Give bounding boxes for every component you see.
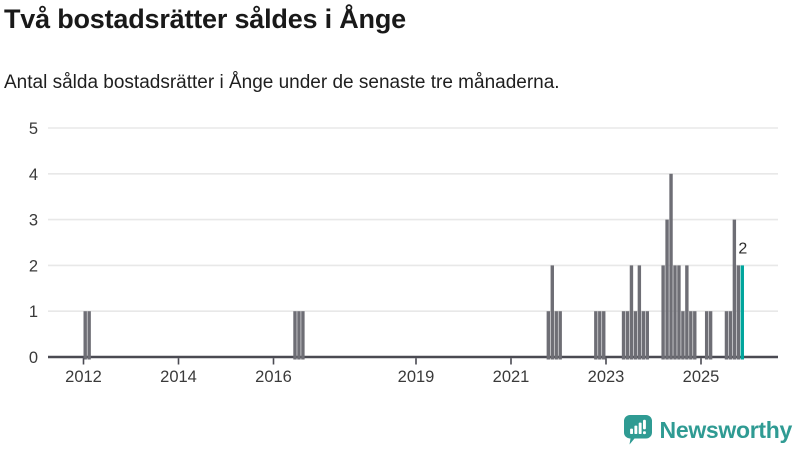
x-axis-tick-label: 2025 <box>683 368 720 386</box>
x-axis-tick-label: 2023 <box>588 368 625 386</box>
bar-chart: 0 1 2 3 4 5 2012 2014 2016 2019 2021 2023 2025 2 <box>29 120 778 386</box>
bar <box>669 173 673 360</box>
bar <box>689 311 693 360</box>
y-axis-tick-label: 0 <box>29 349 38 367</box>
bar <box>665 219 669 360</box>
bar <box>594 311 598 360</box>
bar <box>673 265 677 360</box>
y-axis-tick-label: 3 <box>29 212 38 230</box>
y-axis-tick-label: 4 <box>29 166 38 184</box>
chart-subtitle: Antal sålda bostadsrätter i Ånge under d… <box>4 72 560 93</box>
bar <box>83 311 87 360</box>
bar <box>625 311 630 360</box>
logo-bar-short <box>629 428 633 434</box>
bar <box>554 311 558 360</box>
bar-highlight <box>740 265 744 360</box>
chart-title: Två bostadsrätter såldes i Ånge <box>4 4 406 34</box>
bar <box>685 265 689 360</box>
bar <box>598 311 602 360</box>
bar <box>550 265 554 360</box>
bar <box>732 219 737 360</box>
newsworthy-logo-text: Newsworthy <box>659 416 793 443</box>
bar-value-annotation: 2 <box>738 240 747 257</box>
x-axis-tick-label: 2012 <box>65 368 102 386</box>
bar <box>558 311 562 360</box>
x-axis-tick-label: 2014 <box>160 368 197 386</box>
x-axis-tick-label: 2016 <box>255 368 292 386</box>
y-axis-tick-label: 5 <box>29 120 38 138</box>
bar <box>661 265 665 360</box>
bar <box>677 265 681 360</box>
logo-exclamation-dot <box>642 431 646 435</box>
newsworthy-logo[interactable]: Newsworthy <box>623 415 793 445</box>
bar <box>621 311 626 360</box>
bar <box>301 311 305 360</box>
x-axis-tick-label: 2019 <box>398 368 435 386</box>
bar <box>681 311 685 360</box>
bar <box>724 311 729 360</box>
bar <box>629 265 634 360</box>
bar <box>728 311 733 360</box>
y-axis-tick-label: 2 <box>29 257 38 275</box>
y-axis-tick-label: 1 <box>29 303 38 321</box>
bar <box>602 311 606 360</box>
bar <box>633 311 638 360</box>
bar <box>645 311 649 360</box>
bar <box>293 311 297 360</box>
x-axis-tick-label: 2021 <box>493 368 530 386</box>
bar <box>641 311 646 360</box>
bar <box>546 311 551 360</box>
bar <box>708 311 713 360</box>
newsworthy-icon <box>623 415 652 445</box>
bar <box>704 311 709 360</box>
bar <box>297 311 301 360</box>
logo-exclamation-stem <box>642 419 646 430</box>
bar <box>87 311 91 360</box>
bar <box>736 265 741 360</box>
bar <box>637 265 642 360</box>
bar <box>693 311 697 360</box>
logo-bar-medium <box>633 425 637 434</box>
logo-bar-tall <box>638 422 642 434</box>
